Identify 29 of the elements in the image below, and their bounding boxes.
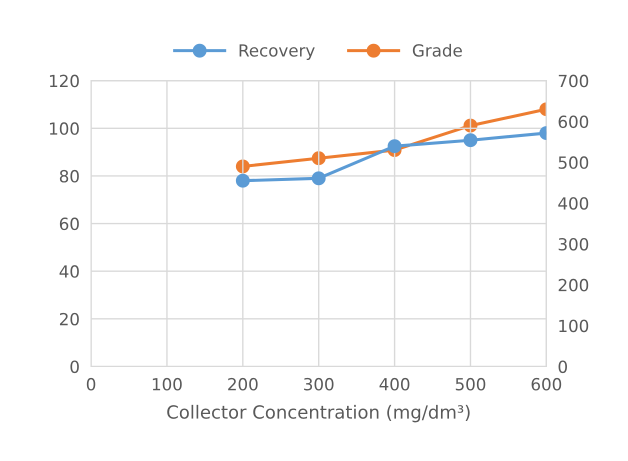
y2-tick-label: 300 [558,238,588,251]
y2-tick-label: 600 [558,115,588,128]
legend-label: Grade [412,44,462,57]
y2-tick-label: 200 [558,278,588,292]
y-tick-label: 100 [50,122,79,135]
x-axis-title: Collector Concentration (mg/dm³) [167,404,470,422]
y2-tick-label: 500 [558,156,588,169]
x-tick-label: 0 [86,378,96,391]
point [464,133,478,148]
point [388,139,402,154]
point [236,174,250,188]
x-tick-label: 500 [456,378,486,391]
x-tick-label: 300 [304,378,334,391]
x-tick-label: 100 [152,378,182,391]
point [312,171,326,186]
y-tick-label: 80 [60,170,79,183]
x-tick-label: 400 [380,378,410,391]
x-tick-label: 200 [228,378,258,391]
y-tick-label: 60 [60,218,79,230]
y2-tick-label: 100 [559,320,588,332]
y-tick-label: 120 [50,74,79,88]
y-tick-label: 40 [60,265,79,278]
y2-tick-label: 400 [558,197,588,210]
x-tick-label: 600 [532,378,562,391]
y2-tick-label: 0 [558,360,567,374]
y2-tick-label: 700 [558,74,588,88]
legend-label: Recovery [240,44,315,60]
y-tick-label: 0 [70,360,79,374]
y-tick-label: 20 [60,312,79,326]
